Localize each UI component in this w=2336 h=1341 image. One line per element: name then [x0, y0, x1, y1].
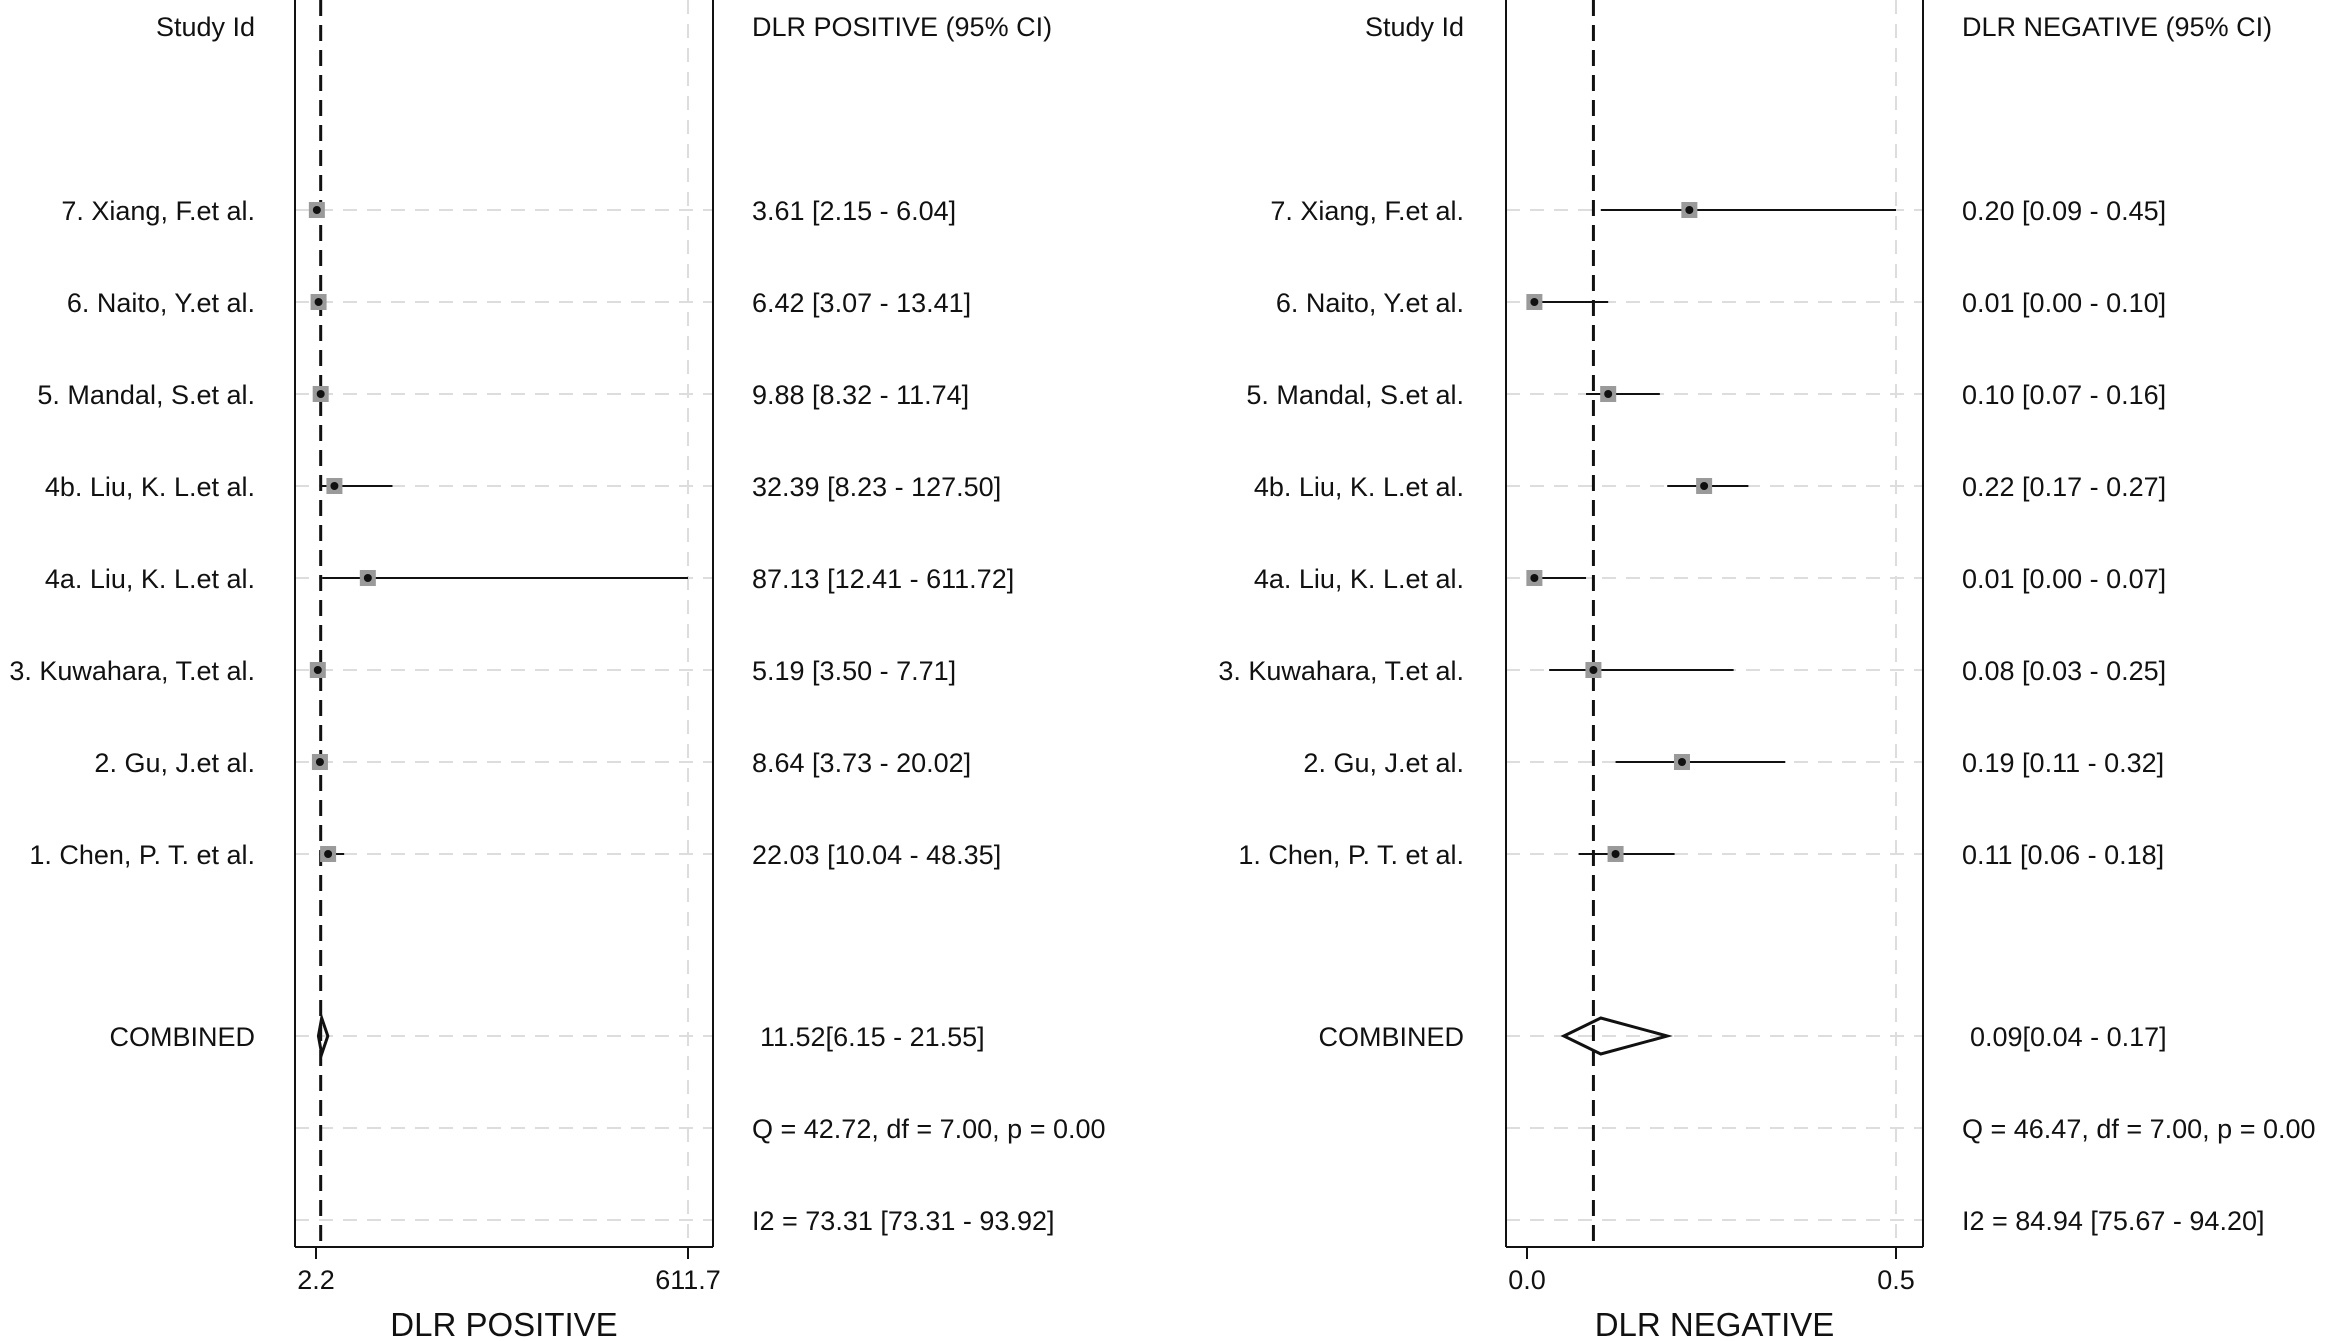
study-ci-text: 22.03 [10.04 - 48.35]: [752, 840, 1001, 870]
study-label: 7. Xiang, F.et al.: [61, 196, 255, 226]
combined-label: COMBINED: [1318, 1022, 1464, 1052]
study-ci-text: 9.88 [8.32 - 11.74]: [752, 380, 969, 410]
point-estimate: [315, 758, 324, 766]
x-tick-label: 2.2: [297, 1265, 335, 1295]
combined-ci-text: 0.09[0.04 - 0.17]: [1970, 1022, 2167, 1052]
study-id-header: Study Id: [156, 12, 255, 42]
point-estimate: [330, 482, 339, 490]
x-tick-label: 611.7: [655, 1265, 721, 1295]
study-label: 7. Xiang, F.et al.: [1270, 196, 1464, 226]
study-ci-text: 3.61 [2.15 - 6.04]: [752, 196, 956, 226]
x-tick-label: 0.5: [1877, 1265, 1915, 1295]
point-estimate: [363, 574, 372, 582]
study-ci-text: 87.13 [12.41 - 611.72]: [752, 564, 1014, 594]
study-label: 1. Chen, P. T. et al.: [1238, 840, 1464, 870]
point-estimate: [1530, 574, 1539, 582]
heterogeneity-i2-text: I2 = 73.31 [73.31 - 93.92]: [752, 1206, 1054, 1236]
combined-diamond: [1560, 1016, 1673, 1056]
study-label: 4a. Liu, K. L.et al.: [45, 564, 255, 594]
study-ci-text: 5.19 [3.50 - 7.71]: [752, 656, 956, 686]
point-estimate: [1611, 850, 1620, 858]
study-label: 3. Kuwahara, T.et al.: [9, 656, 255, 686]
study-ci-text: 0.22 [0.17 - 0.27]: [1962, 472, 2166, 502]
study-id-header: Study Id: [1365, 12, 1464, 42]
x-axis-label: DLR POSITIVE: [390, 1306, 617, 1341]
point-estimate: [1530, 298, 1539, 306]
x-tick-label: 0.0: [1508, 1265, 1546, 1295]
ci-column-header: DLR POSITIVE (95% CI): [752, 12, 1052, 42]
study-ci-text: 0.20 [0.09 - 0.45]: [1962, 196, 2166, 226]
study-label: 1. Chen, P. T. et al.: [29, 840, 255, 870]
heterogeneity-q-text: Q = 42.72, df = 7.00, p = 0.00: [752, 1114, 1106, 1144]
x-axis-label: DLR NEGATIVE: [1595, 1306, 1835, 1341]
study-label: 4b. Liu, K. L.et al.: [1254, 472, 1464, 502]
ci-column-header: DLR NEGATIVE (95% CI): [1962, 12, 2272, 42]
study-ci-text: 0.10 [0.07 - 0.16]: [1962, 380, 2166, 410]
heterogeneity-i2-text: I2 = 84.94 [75.67 - 94.20]: [1962, 1206, 2264, 1236]
heterogeneity-q-text: Q = 46.47, df = 7.00, p = 0.00: [1962, 1114, 2316, 1144]
point-estimate: [313, 666, 322, 674]
study-ci-text: 0.19 [0.11 - 0.32]: [1962, 748, 2164, 778]
point-estimate: [1700, 482, 1709, 490]
study-ci-text: 0.11 [0.06 - 0.18]: [1962, 840, 2164, 870]
study-ci-text: 0.01 [0.00 - 0.10]: [1962, 288, 2166, 318]
study-ci-text: 6.42 [3.07 - 13.41]: [752, 288, 971, 318]
point-estimate: [1685, 206, 1694, 214]
combined-label: COMBINED: [109, 1022, 255, 1052]
study-label: 4a. Liu, K. L.et al.: [1254, 564, 1464, 594]
study-ci-text: 8.64 [3.73 - 20.02]: [752, 748, 971, 778]
study-label: 2. Gu, J.et al.: [1303, 748, 1464, 778]
study-label: 5. Mandal, S.et al.: [37, 380, 255, 410]
combined-diamond: [316, 1012, 330, 1060]
point-estimate: [312, 206, 321, 214]
study-label: 4b. Liu, K. L.et al.: [45, 472, 255, 502]
study-label: 6. Naito, Y.et al.: [67, 288, 255, 318]
study-ci-text: 0.01 [0.00 - 0.07]: [1962, 564, 2166, 594]
forest-panel-1: [294, 0, 714, 1259]
point-estimate: [1604, 390, 1613, 398]
study-ci-text: 32.39 [8.23 - 127.50]: [752, 472, 1001, 502]
study-label: 6. Naito, Y.et al.: [1276, 288, 1464, 318]
point-estimate: [1589, 666, 1598, 674]
study-ci-text: 0.08 [0.03 - 0.25]: [1962, 656, 2166, 686]
combined-ci-text: 11.52[6.15 - 21.55]: [760, 1022, 985, 1052]
study-label: 2. Gu, J.et al.: [94, 748, 255, 778]
point-estimate: [314, 298, 323, 306]
forest-panel-2: [1505, 0, 1924, 1259]
point-estimate: [324, 850, 333, 858]
study-label: 3. Kuwahara, T.et al.: [1218, 656, 1464, 686]
point-estimate: [1677, 758, 1686, 766]
point-estimate: [316, 390, 325, 398]
study-label: 5. Mandal, S.et al.: [1246, 380, 1464, 410]
